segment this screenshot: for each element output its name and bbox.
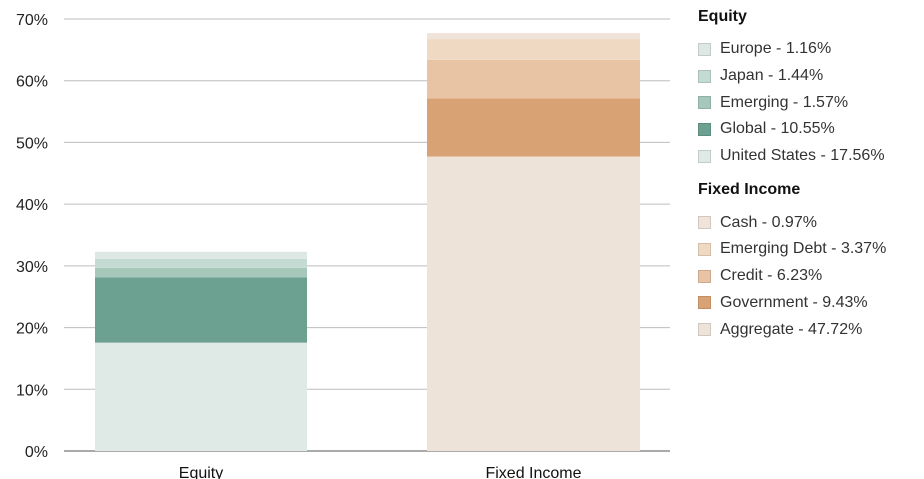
legend-item: Emerging - 1.57% bbox=[698, 89, 922, 116]
legend-item: Global - 10.55% bbox=[698, 116, 922, 143]
legend-item: Government - 9.43% bbox=[698, 290, 922, 317]
bar-segment-credit bbox=[427, 59, 640, 99]
legend-swatch bbox=[698, 122, 711, 136]
x-category-label: Fixed Income bbox=[485, 465, 581, 479]
legend-swatch bbox=[698, 149, 711, 163]
legend-item: Emerging Debt - 3.37% bbox=[698, 236, 922, 263]
legend-label: United States - 17.56% bbox=[720, 147, 885, 165]
legend-label: Emerging - 1.57% bbox=[720, 93, 849, 111]
y-tick-label: 0% bbox=[25, 444, 48, 461]
x-category-label: Equity bbox=[179, 465, 223, 479]
legend-item: Credit - 6.23% bbox=[698, 263, 922, 290]
legend-label: Aggregate - 47.72% bbox=[720, 320, 863, 338]
legend-group-title: Fixed Income bbox=[698, 181, 801, 199]
legend-swatch bbox=[698, 216, 711, 230]
y-tick-label: 20% bbox=[16, 321, 48, 338]
legend-swatch bbox=[698, 323, 711, 337]
legend-item: Japan - 1.44% bbox=[698, 63, 922, 90]
legend-swatch bbox=[698, 69, 711, 83]
bar-segment-cash bbox=[427, 33, 640, 40]
y-tick-label: 70% bbox=[16, 12, 48, 29]
bar-segment-emerging bbox=[95, 267, 307, 278]
legend-swatch bbox=[698, 42, 711, 56]
legend-group: Equity Europe - 1.16% Japan - 1.44% Emergin… bbox=[698, 6, 922, 169]
legend-item: Cash - 0.97% bbox=[698, 209, 922, 236]
legend-swatch bbox=[698, 296, 711, 310]
y-tick-label: 40% bbox=[16, 197, 48, 214]
bar-segment-emerging-debt bbox=[427, 39, 640, 60]
bar-stacks bbox=[95, 33, 640, 451]
legend-swatch bbox=[698, 242, 711, 256]
y-axis-ticks: 0% 10% 20% 30% 40% 50% 60% 70% bbox=[16, 12, 48, 461]
legend-label: Japan - 1.44% bbox=[720, 67, 824, 85]
bar-segment-global bbox=[95, 277, 307, 343]
legend-group-title: Equity bbox=[698, 8, 747, 25]
y-tick-label: 10% bbox=[16, 382, 48, 399]
y-tick-label: 30% bbox=[16, 259, 48, 276]
legend-label: Europe - 1.16% bbox=[720, 40, 832, 58]
legend-group: Fixed Income Cash - 0.97% Emerging Debt - … bbox=[698, 179, 922, 342]
bar-segment-japan bbox=[95, 258, 307, 268]
legend-swatch bbox=[698, 269, 711, 283]
legend: Equity Europe - 1.16% Japan - 1.44% Emergin… bbox=[698, 6, 922, 353]
bar-segment-europe bbox=[95, 251, 307, 259]
legend-swatch bbox=[698, 96, 711, 110]
legend-item: United States - 17.56% bbox=[698, 143, 922, 170]
bar-segment-government bbox=[427, 98, 640, 157]
legend-label: Credit - 6.23% bbox=[720, 267, 823, 285]
legend-label: Emerging Debt - 3.37% bbox=[720, 240, 887, 258]
x-axis-labels: Equity Fixed Income bbox=[179, 465, 582, 479]
legend-label: Government - 9.43% bbox=[720, 293, 868, 311]
y-tick-label: 50% bbox=[16, 135, 48, 152]
bar-segment-aggregate bbox=[427, 156, 640, 451]
y-tick-label: 60% bbox=[16, 74, 48, 91]
legend-item: Europe - 1.16% bbox=[698, 36, 922, 63]
legend-item: Aggregate - 47.72% bbox=[698, 316, 922, 343]
legend-label: Global - 10.55% bbox=[720, 120, 835, 138]
legend-label: Cash - 0.97% bbox=[720, 213, 817, 231]
bar-segment-united-states bbox=[95, 342, 307, 451]
